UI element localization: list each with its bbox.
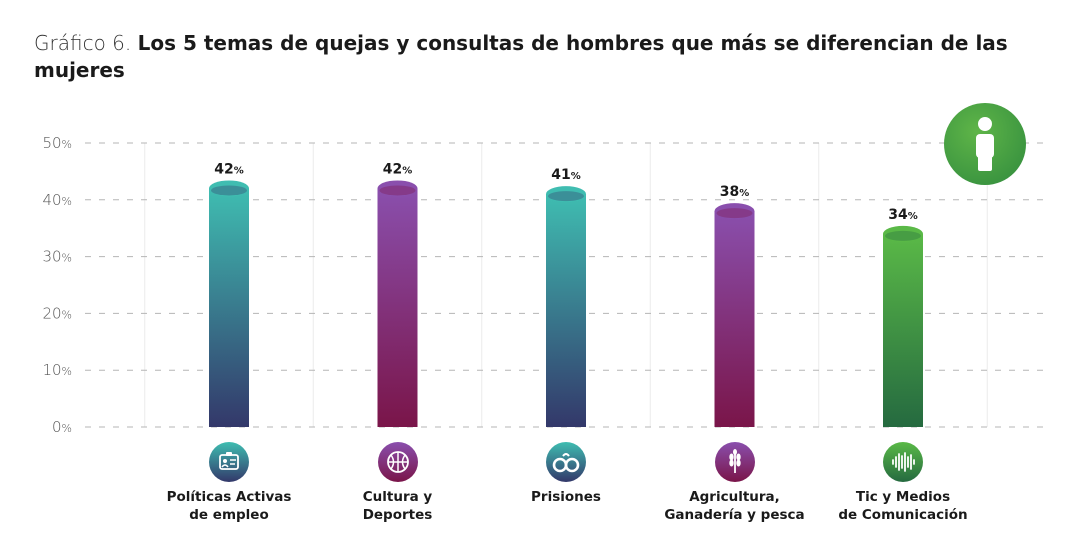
- category-label: Cultura y Deportes: [298, 488, 498, 524]
- y-tick-label: 30%: [42, 248, 72, 266]
- data-label: 42%: [214, 161, 244, 177]
- bar-cap: [714, 203, 755, 220]
- y-tick-label: 40%: [42, 191, 72, 209]
- category-label-line: de empleo: [189, 507, 269, 523]
- bar-cap-shade: [379, 185, 416, 196]
- y-tick-label: 10%: [42, 361, 72, 379]
- chart-title-lead: Gráfico 6.: [34, 31, 132, 55]
- y-tick-label: 0%: [52, 418, 72, 436]
- category-label: Políticas Activas de empleo: [129, 488, 329, 524]
- id-card-icon: [209, 442, 249, 482]
- data-label: 41%: [551, 167, 581, 183]
- category-label-line: Tic y Medios: [855, 489, 951, 505]
- bar-body: [883, 233, 923, 427]
- sound-wave-icon: [883, 442, 923, 482]
- bar-body: [209, 188, 249, 427]
- bar-cap-shade: [716, 208, 753, 219]
- basketball-icon: [377, 442, 418, 482]
- category-label: Agricultura, Ganadería y pesca: [635, 488, 835, 524]
- category-label-line: Prisiones: [531, 489, 601, 505]
- data-label: 42%: [383, 161, 413, 177]
- bar-body: [377, 188, 418, 427]
- chart-title-main: Los 5 temas de quejas y consultas de hom…: [34, 31, 1008, 82]
- bar: [714, 203, 755, 427]
- bar: [377, 180, 418, 427]
- bar-cap: [883, 225, 923, 242]
- y-tick-label: 50%: [42, 134, 72, 152]
- y-tick-label: 20%: [42, 304, 72, 322]
- bar: [883, 225, 923, 427]
- bar-cap-shade: [885, 230, 921, 241]
- bar-cap: [209, 180, 249, 197]
- bar-cap-shade: [211, 185, 247, 196]
- chart-title: Gráfico 6. Los 5 temas de quejas y consu…: [34, 30, 1044, 84]
- category-label-line: Agricultura,: [689, 489, 780, 505]
- handcuffs-icon: [546, 442, 586, 482]
- person-icon: [944, 103, 1026, 185]
- category-label-line: Políticas Activas: [166, 489, 292, 505]
- category-label: Tic y Medios de Comunicación: [803, 488, 1003, 524]
- category-label-line: Ganadería y pesca: [664, 507, 805, 523]
- bar-body: [546, 194, 586, 427]
- data-label: 38%: [720, 184, 750, 200]
- bar-cap: [546, 186, 586, 203]
- data-label: 34%: [888, 207, 918, 223]
- bar-cap-shade: [548, 191, 584, 202]
- category-label-line: de Comunicación: [838, 507, 968, 523]
- wheat-icon: [714, 442, 755, 482]
- bar-cap: [377, 180, 418, 197]
- bar-body: [714, 211, 755, 427]
- category-label: Prisiones: [466, 488, 666, 506]
- category-label-line: Cultura y: [362, 489, 433, 505]
- category-label-line: Deportes: [362, 507, 433, 523]
- bar: [209, 180, 249, 427]
- bar: [546, 186, 586, 427]
